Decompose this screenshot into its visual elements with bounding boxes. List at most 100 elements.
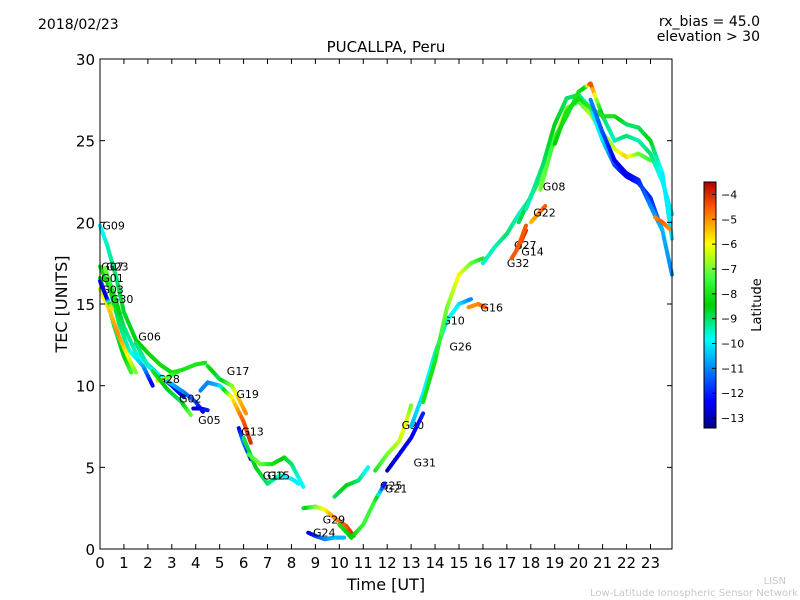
x-tick-label: 3 xyxy=(167,554,177,572)
y-axis: 0 5 10 15 20 25 30 TEC [UNITS] xyxy=(52,51,672,559)
credit-short: LISN xyxy=(763,576,786,587)
colorbar-label: Latitude xyxy=(750,278,765,332)
data-segment xyxy=(179,393,186,400)
series-g15: G15 xyxy=(246,452,306,489)
satellite-label-g19: G19 xyxy=(236,388,259,401)
series-g31: G31 xyxy=(385,411,437,473)
data-segment xyxy=(478,256,485,262)
elevation-label: elevation > 30 xyxy=(656,29,760,45)
y-tick-label: 20 xyxy=(76,214,95,232)
plot-area: G09G07G23G01G03G30G06G28G02G05G17G19G13G… xyxy=(98,58,674,550)
satellite-label-g01: G01 xyxy=(101,272,124,285)
data-segment xyxy=(419,411,426,420)
colorbar-tick-label: −8 xyxy=(721,288,737,301)
satellite-label-g31: G31 xyxy=(414,456,437,469)
y-tick-label: 10 xyxy=(76,378,95,396)
x-tick-label: 11 xyxy=(354,554,373,572)
data-segment xyxy=(132,368,138,375)
y-axis-label: TEC [UNITS] xyxy=(52,256,71,354)
series-g16: G16 xyxy=(466,301,504,314)
data-segment xyxy=(542,204,548,210)
x-tick-label: 23 xyxy=(641,554,660,572)
series-g22: G22 xyxy=(528,204,556,225)
data-segment xyxy=(666,225,672,231)
y-tick-label: 5 xyxy=(85,459,95,477)
colorbar-tick-label: −7 xyxy=(721,263,737,276)
data-segment xyxy=(149,380,155,388)
colorbar-tick-label: −12 xyxy=(721,387,744,400)
x-tick-label: 13 xyxy=(402,554,421,572)
x-tick-label: 22 xyxy=(617,554,636,572)
data-segment xyxy=(127,367,134,375)
x-axis-label: Time [UT] xyxy=(346,575,425,594)
series-g14: G14 xyxy=(514,223,544,259)
data-segment xyxy=(482,304,488,310)
date-label: 2018/02/23 xyxy=(38,17,119,33)
satellite-label-g09: G09 xyxy=(102,220,125,233)
series-g07: G07 xyxy=(98,260,155,388)
data-segment xyxy=(247,437,253,445)
colorbar-tick-label: −4 xyxy=(721,188,737,201)
x-tick-label: 16 xyxy=(473,554,492,572)
colorbar-gradient xyxy=(703,181,717,429)
x-tick-label: 14 xyxy=(426,554,445,572)
x-tick-label: 19 xyxy=(545,554,564,572)
data-segment xyxy=(242,409,248,416)
satellite-label-g08: G08 xyxy=(543,180,566,193)
data-segment xyxy=(295,480,301,486)
satellite-label-g21: G21 xyxy=(385,483,408,496)
plot-background xyxy=(100,59,672,549)
x-tick-label: 5 xyxy=(215,554,225,572)
satellite-label-g24: G24 xyxy=(313,527,336,540)
satellite-label-g32: G32 xyxy=(507,257,530,270)
satellite-label-g02: G02 xyxy=(179,393,202,406)
data-segment xyxy=(381,481,387,489)
data-segment xyxy=(523,223,528,230)
satellite-label-g22: G22 xyxy=(533,207,556,220)
satellite-label-g17: G17 xyxy=(227,365,250,378)
satellite-label-g14: G14 xyxy=(521,246,544,259)
series-g02: G02 xyxy=(150,369,202,418)
series-g03: G03 xyxy=(98,283,138,375)
x-tick-label: 12 xyxy=(378,554,397,572)
x-tick-label: 18 xyxy=(521,554,540,572)
satellite-label-g15: G15 xyxy=(268,470,291,483)
y-tick-label: 30 xyxy=(76,51,95,69)
satellite-label-g26: G26 xyxy=(449,341,472,354)
x-tick-label: 1 xyxy=(119,554,129,572)
colorbar-tick-label: −9 xyxy=(721,313,737,326)
x-tick-label: 20 xyxy=(569,554,588,572)
data-segment xyxy=(467,297,473,302)
series-g19: G19 xyxy=(198,380,259,445)
satellite-label-g30: G30 xyxy=(111,293,134,306)
credit-long: Low-Latitude Ionospheric Sensor Network xyxy=(590,588,798,599)
y-tick-label: 25 xyxy=(76,133,95,151)
data-segment xyxy=(299,481,306,489)
series-g21: G21 xyxy=(337,481,408,540)
y-tick-label: 15 xyxy=(76,296,95,314)
data-segment xyxy=(109,305,114,311)
satellite-label-g12: G12 xyxy=(263,470,286,483)
x-tick-label: 6 xyxy=(239,554,249,572)
x-tick-label: 17 xyxy=(497,554,516,572)
x-tick-label: 2 xyxy=(143,554,153,572)
data-segment xyxy=(646,157,653,163)
x-tick-label: 10 xyxy=(330,554,349,572)
x-tick-label: 0 xyxy=(95,554,105,572)
x-tick-label: 4 xyxy=(191,554,201,572)
satellite-label-g23: G23 xyxy=(106,260,129,273)
data-segment xyxy=(408,403,414,410)
series-g29: G29 xyxy=(301,504,356,538)
series-gx5 xyxy=(653,215,672,231)
satellite-label-g06: G06 xyxy=(138,331,161,344)
y-tick-label: 0 xyxy=(85,541,95,559)
x-tick-label: 8 xyxy=(287,554,297,572)
satellite-label-g16: G16 xyxy=(481,301,504,314)
x-axis: 0 1 2 3 4 5 6 7 8 9 10 11 12 13 14 15 16 17 18 19 20 21 22 23Ti… xyxy=(95,59,660,594)
rx-bias-label: rx_bias = 45.0 xyxy=(658,14,760,30)
x-tick-label: 7 xyxy=(263,554,273,572)
series-g17: G17 xyxy=(205,364,250,416)
series-g26: G26 xyxy=(421,256,485,404)
data-segment xyxy=(187,410,193,418)
series-g09: G09 xyxy=(98,220,208,375)
